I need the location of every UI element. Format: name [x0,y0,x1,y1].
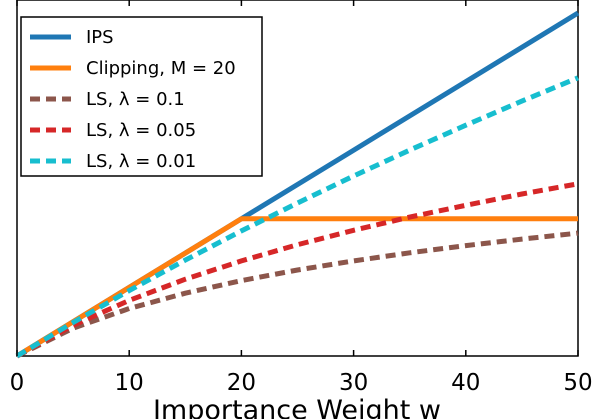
x-tick-label-2: 20 [227,370,256,396]
x-axis: 0 10 20 30 40 50 [10,0,593,396]
x-tick-label-3: 30 [339,370,368,396]
legend: IPS Clipping, M = 20 LS, λ = 0.1 LS, λ = 0.… [20,16,263,177]
legend-label-4: LS, λ = 0.01 [86,151,196,172]
series-line-2 [15,230,579,359]
legend-box [20,16,263,177]
x-tick-label-4: 40 [451,370,480,396]
series-line-1 [15,216,578,359]
legend-label-1: Clipping, M = 20 [86,58,236,79]
legend-label-3: LS, λ = 0.05 [86,120,196,141]
legend-label-0: IPS [86,27,114,48]
legend-label-2: LS, λ = 0.1 [86,89,185,110]
x-axis-label: Importance Weight w [153,395,441,419]
x-tick-label-5: 50 [563,370,592,396]
x-tick-label-1: 10 [115,370,144,396]
series-line-3 [15,181,579,359]
series-layer [15,10,580,359]
x-tick-label-0: 0 [10,370,25,396]
